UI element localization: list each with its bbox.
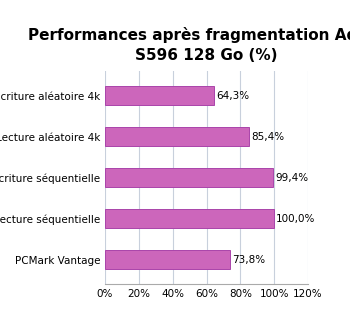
Bar (105, 168, 273, 187)
Bar (105, 209, 274, 228)
Bar (105, 250, 230, 269)
Title: Performances après fragmentation Adata
S596 128 Go (%): Performances après fragmentation Adata S… (28, 27, 350, 63)
Bar (105, 128, 250, 146)
Text: 99,4%: 99,4% (275, 173, 308, 182)
Text: 73,8%: 73,8% (232, 255, 265, 265)
Text: 100,0%: 100,0% (276, 214, 316, 224)
Bar (105, 87, 214, 105)
Text: 64,3%: 64,3% (216, 91, 249, 101)
Text: 85,4%: 85,4% (252, 132, 285, 142)
